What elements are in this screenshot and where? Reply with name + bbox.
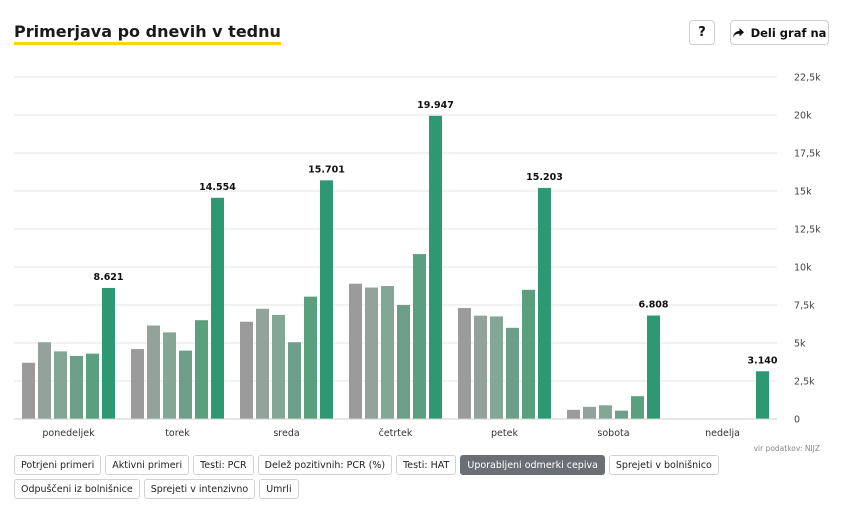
metric-button[interactable]: Potrjeni primeri: [14, 455, 102, 475]
bar: [179, 350, 192, 419]
bar: [615, 410, 628, 419]
bars: [22, 115, 769, 419]
metric-button[interactable]: Sprejeti v bolnišnico: [608, 455, 719, 475]
bar: [567, 409, 580, 419]
chart-title: Primerjava po dnevih v tednu: [14, 22, 281, 45]
bar: [22, 362, 35, 419]
metric-button[interactable]: Uporabljeni odmerki cepiva: [460, 455, 605, 475]
y-tick-label: 5k: [794, 339, 806, 350]
bar: [211, 197, 224, 419]
bar: [647, 315, 660, 419]
y-tick-label: 20k: [794, 111, 812, 122]
bar: [599, 405, 612, 419]
bar: [490, 316, 503, 419]
share-button[interactable]: Deli graf na: [730, 20, 829, 45]
metric-selector: Potrjeni primeri Aktivni primeri Testi: PC…: [14, 455, 804, 499]
bar-chart: 8.62114.55415.70119.94715.2036.8083.140 …: [14, 73, 821, 439]
bar: [506, 327, 519, 419]
x-tick-label: nedelja: [705, 428, 740, 439]
bar: [240, 321, 253, 419]
value-label: 14.554: [199, 182, 236, 193]
help-button[interactable]: ?: [689, 20, 715, 45]
bar: [631, 396, 644, 419]
bar: [147, 325, 160, 419]
axes: 0 2,5k 5k 7,5k 10k 12,5k 15k 17,5k 20k 22,5k poned…: [14, 73, 821, 439]
metric-button[interactable]: Testi: HAT: [396, 455, 457, 475]
bar: [756, 371, 769, 419]
bar: [70, 355, 83, 419]
bar: [413, 254, 426, 419]
value-label: 6.808: [638, 300, 668, 311]
bar: [102, 287, 115, 419]
value-label: 15.203: [526, 172, 563, 183]
value-labels: 8.621 14.554 15.701 19.947 15.203 6.808 3.140: [93, 100, 777, 366]
metric-button[interactable]: Testi: PCR: [193, 455, 254, 475]
bar: [583, 406, 596, 419]
bar: [538, 187, 551, 419]
metric-button[interactable]: Sprejeti v intenzivno: [143, 479, 256, 499]
share-icon: [732, 27, 744, 38]
bar: [381, 286, 394, 419]
bar: [54, 351, 67, 419]
metric-button[interactable]: Delež pozitivnih: PCR (%): [257, 455, 393, 475]
bar: [474, 315, 487, 419]
bar: [131, 349, 144, 419]
bar: [288, 342, 301, 419]
bar: [522, 289, 535, 419]
y-tick-label: 0: [794, 415, 800, 426]
metric-button[interactable]: Aktivni primeri: [105, 455, 190, 475]
y-tick-label: 10k: [794, 263, 812, 274]
metric-button[interactable]: Odpuščeni iz bolnišnice: [14, 479, 140, 499]
bar: [365, 287, 378, 419]
bar: [320, 180, 333, 419]
y-tick-label: 12,5k: [794, 225, 821, 236]
share-label: Deli graf na: [750, 25, 827, 40]
metric-button[interactable]: Umrli: [259, 479, 299, 499]
x-tick-label: sreda: [273, 428, 299, 439]
bar: [349, 283, 362, 419]
bar: [38, 342, 51, 419]
bar: [458, 308, 471, 419]
y-tick-label: 17,5k: [794, 149, 821, 160]
y-tick-label: 7,5k: [794, 301, 815, 312]
x-tick-label: sobota: [597, 428, 629, 439]
x-tick-label: ponedeljek: [42, 428, 95, 439]
bar: [304, 296, 317, 419]
data-source: vir podatkov: NIJZ: [753, 444, 820, 453]
help-label: ?: [698, 25, 706, 40]
bar: [397, 305, 410, 419]
value-label: 15.701: [308, 164, 345, 175]
y-tick-label: 15k: [794, 187, 812, 198]
bar: [429, 115, 442, 419]
bar: [256, 308, 269, 419]
bar: [163, 332, 176, 419]
bar: [272, 314, 285, 419]
grid-lines: [14, 76, 777, 420]
y-tick-label: 2,5k: [794, 377, 815, 388]
x-tick-label: torek: [165, 428, 190, 439]
x-tick-label: petek: [491, 428, 518, 439]
x-tick-label: četrtek: [379, 428, 413, 439]
value-label: 3.140: [747, 355, 777, 366]
value-label: 8.621: [93, 272, 123, 283]
value-label: 19.947: [417, 100, 454, 111]
bar: [86, 353, 99, 419]
y-tick-label: 22,5k: [794, 73, 821, 84]
bar: [195, 320, 208, 419]
